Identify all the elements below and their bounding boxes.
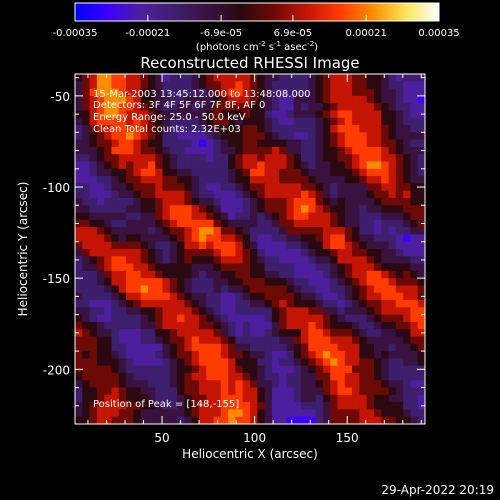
image-plot [74,73,426,425]
flux-heatmap [75,74,425,424]
y-tick-labels: -50 -100 -150 -200 [43,90,70,377]
colorbar-tick-label: -0.00035 [53,28,98,39]
y-axis-label: Heliocentric Y (arcsec) [16,182,30,317]
x-tick-label: 150 [336,431,359,445]
peak-position: Position of Peak = [148,-155] [93,399,239,410]
x-tick-label: 100 [243,431,266,445]
colorbar-tick-label: -0.00021 [125,28,170,39]
y-tick-label: -150 [43,272,70,286]
observation-info: 15-Mar-2003 13:45:12.000 to 13:48:08.000… [93,89,311,135]
info-clean-counts: Clean Total counts: 2.32E+03 [93,124,241,135]
y-tick-label: -200 [43,363,70,377]
colorbar-ticks: -0.00035 -0.00021 -6.9e-05 6.9e-05 0.00021 0.… [53,15,460,39]
y-tick-label: -100 [43,181,70,195]
colorbar-tick-label: 6.9e-05 [274,28,312,39]
x-axis-label: Heliocentric X (arcsec) [182,447,318,461]
info-detectors: Detectors: 3F 4F 5F 6F 7F 8F, AF 0 [93,100,265,111]
info-time-range: 15-Mar-2003 13:45:12.000 to 13:48:08.000 [93,89,311,100]
x-tick-labels: 50 100 150 [154,431,358,445]
y-tick-label: -50 [50,90,70,104]
colorbar: -0.00035 -0.00021 -6.9e-05 6.9e-05 0.00021 0.… [53,2,460,53]
colorbar-unit-label: (photons cm-2 s-1 asec-2) [196,40,318,53]
axis-ticks [75,74,425,425]
plot-frame [74,73,426,425]
colorbar-tick-label: 0.00021 [346,28,387,39]
footer-timestamp: 29-Apr-2022 20:19 [381,483,494,497]
plot-title: Reconstructed RHESSI Image [140,54,359,72]
info-energy-range: Energy Range: 25.0 - 50.0 keV [93,112,246,123]
colorbar-tick-label: -6.9e-05 [200,28,242,39]
colorbar-gradient [74,2,440,22]
x-tick-label: 50 [154,431,169,445]
colorbar-tick-label: 0.00035 [418,28,459,39]
